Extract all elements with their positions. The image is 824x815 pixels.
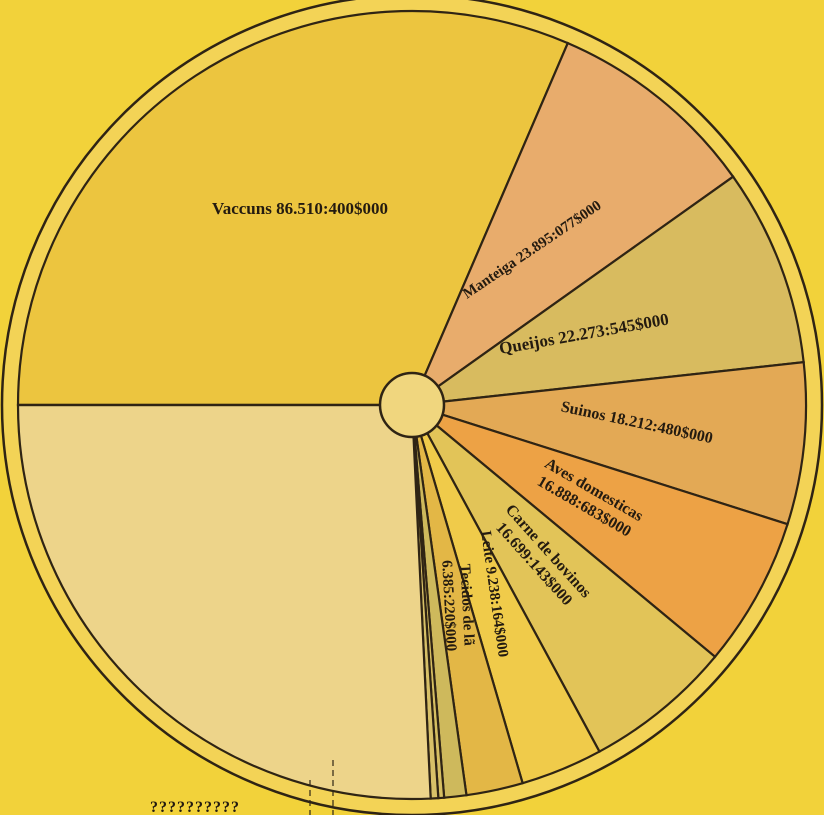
pie-slice-suinos: [411, 360, 808, 526]
pie-slice-carne-de-bovinos: [411, 404, 717, 754]
pie-slice-aves-domesticas: [411, 403, 789, 659]
center-hub: [378, 371, 446, 439]
pie-slice-vaccuns: [16, 9, 570, 407]
slices-layer: [16, 9, 808, 801]
slice-label: Vaccuns 86.510:400$000: [212, 199, 388, 218]
pie-slice-manteiga: [409, 41, 735, 409]
slice-label: Tecidos de lã6.385:220$000: [438, 559, 477, 652]
footnote-text: ??????????: [150, 799, 240, 815]
pie-slice-queijos: [407, 175, 805, 407]
pie-slice-unlabeled: [16, 403, 432, 801]
